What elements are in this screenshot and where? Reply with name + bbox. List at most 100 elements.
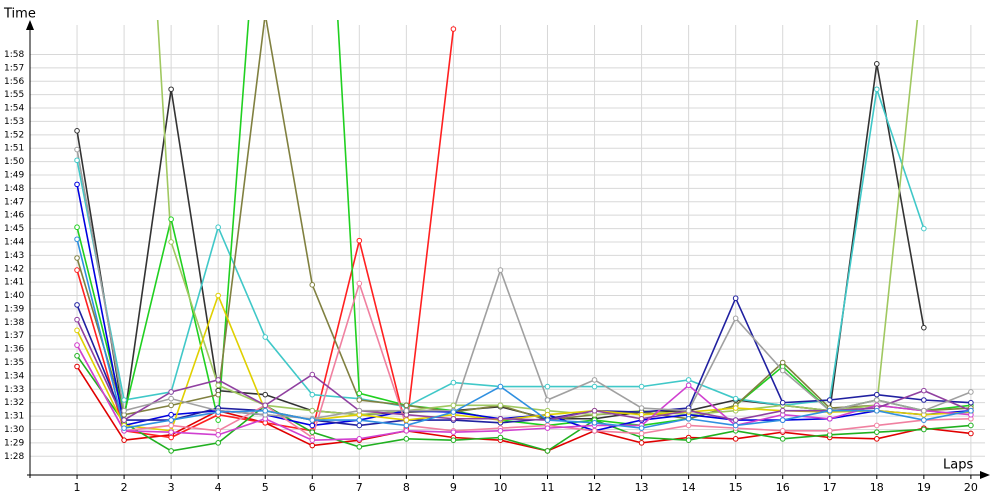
data-point xyxy=(544,417,551,423)
data-point xyxy=(215,440,221,446)
data-point xyxy=(921,426,927,433)
data-point xyxy=(74,128,80,134)
y-tick-label: 1:35 xyxy=(4,358,24,368)
series-line xyxy=(76,280,971,439)
data-point xyxy=(450,429,457,435)
data-point xyxy=(732,395,739,402)
data-point xyxy=(873,86,880,93)
data-point xyxy=(121,425,127,431)
data-point xyxy=(168,389,174,395)
data-point xyxy=(74,363,80,370)
data-point xyxy=(309,422,316,429)
x-tick-label: 11 xyxy=(540,481,554,494)
x-axis-title: Laps xyxy=(943,458,973,473)
data-point xyxy=(638,383,645,390)
data-point xyxy=(779,399,786,406)
x-tick-label: 7 xyxy=(356,481,363,494)
y-tick-label: 1:55 xyxy=(4,90,24,100)
data-point xyxy=(168,216,174,222)
data-point xyxy=(74,181,80,188)
x-tick-label: 10 xyxy=(493,481,507,494)
data-point xyxy=(497,267,504,273)
data-point xyxy=(74,302,80,308)
plot-area xyxy=(74,20,974,454)
data-point xyxy=(215,377,221,383)
data-point xyxy=(921,417,927,423)
series-line xyxy=(76,355,971,452)
data-point xyxy=(403,428,410,434)
series-line xyxy=(76,319,972,422)
y-tick-label: 1:57 xyxy=(4,63,24,73)
y-tick-label: 1:43 xyxy=(4,251,24,261)
data-point xyxy=(497,402,504,409)
data-point xyxy=(685,437,692,443)
data-point xyxy=(873,436,880,442)
data-point xyxy=(309,417,316,423)
data-point xyxy=(450,379,457,386)
data-point xyxy=(638,430,645,437)
data-point xyxy=(403,407,410,414)
data-point xyxy=(779,436,786,442)
data-point xyxy=(450,409,457,415)
data-point xyxy=(74,327,80,334)
data-point xyxy=(215,391,221,398)
x-axis-arrow xyxy=(980,471,990,479)
data-point xyxy=(450,415,457,422)
data-point xyxy=(356,444,363,450)
data-point xyxy=(732,315,739,322)
data-point xyxy=(450,402,457,409)
y-tick-label: 1:45 xyxy=(4,224,24,234)
data-point xyxy=(168,422,174,429)
data-point xyxy=(74,255,80,261)
data-point xyxy=(968,422,974,429)
series-line xyxy=(76,239,972,430)
data-point xyxy=(403,422,410,429)
data-point xyxy=(638,425,645,431)
data-point xyxy=(403,436,410,442)
data-point xyxy=(544,397,551,403)
data-point xyxy=(497,383,504,390)
data-point xyxy=(309,282,316,288)
x-tick-label: 19 xyxy=(917,481,931,494)
y-tick-label: 1:40 xyxy=(4,291,24,301)
data-point xyxy=(356,397,363,403)
y-tick-label: 1:58 xyxy=(4,50,24,60)
data-point xyxy=(168,239,174,245)
data-point xyxy=(74,157,80,164)
data-point xyxy=(121,437,127,443)
data-point xyxy=(215,409,221,415)
y-tick-label: 1:50 xyxy=(4,157,24,167)
data-point xyxy=(544,448,551,454)
y-tick-label: 1:46 xyxy=(4,211,24,221)
data-point xyxy=(497,415,504,422)
y-tick-label: 1:39 xyxy=(4,304,24,314)
data-point xyxy=(921,387,927,394)
data-point xyxy=(168,448,174,454)
y-tick-label: 1:54 xyxy=(4,104,24,114)
data-point xyxy=(168,86,174,93)
data-point xyxy=(74,236,80,243)
y-tick-label: 1:33 xyxy=(4,385,24,395)
data-point xyxy=(779,417,786,423)
data-point xyxy=(873,429,880,435)
data-point xyxy=(968,399,974,406)
y-tick-label: 1:32 xyxy=(4,398,24,408)
data-point xyxy=(262,407,269,414)
y-tick-label: 1:44 xyxy=(4,237,24,247)
tick-labels: 1:28 1:29 1:30 1:31 1:32 1:33 1:34 1:35 1:36 1:37… xyxy=(4,50,978,494)
data-point xyxy=(779,359,786,366)
data-point xyxy=(356,407,363,414)
x-tick-label: 1 xyxy=(74,481,81,494)
data-point xyxy=(685,382,692,389)
data-point xyxy=(215,292,221,299)
data-point xyxy=(873,407,880,414)
x-tick-label: 20 xyxy=(964,481,978,494)
data-point xyxy=(591,407,598,414)
data-point xyxy=(732,422,739,429)
data-point xyxy=(685,377,692,383)
data-point xyxy=(732,295,739,302)
data-point xyxy=(968,389,974,395)
data-point xyxy=(121,407,127,414)
y-tick-label: 1:28 xyxy=(4,452,24,462)
data-point xyxy=(921,225,927,232)
